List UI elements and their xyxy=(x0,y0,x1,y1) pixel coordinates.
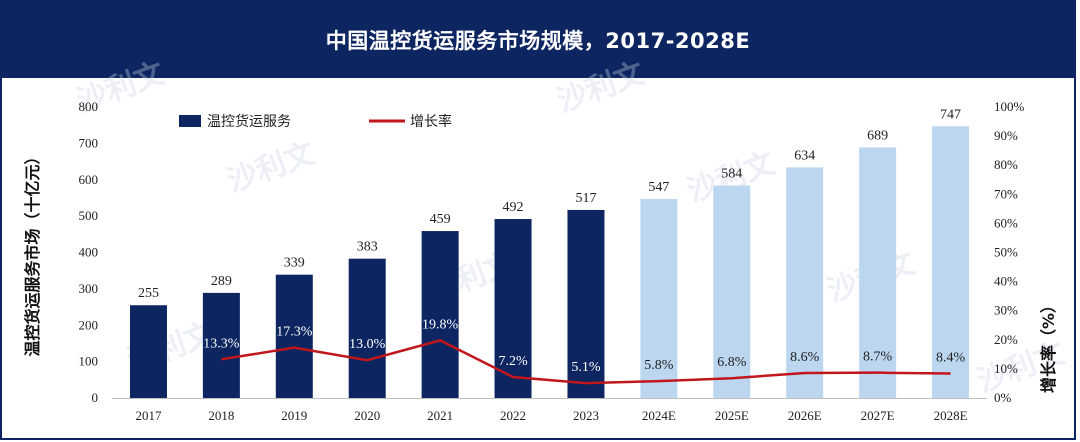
bar-value-label: 492 xyxy=(503,200,524,215)
growth-value-label: 8.6% xyxy=(790,350,820,365)
watermark-text: 沙利文 xyxy=(223,136,320,200)
y-tick-label: 100 xyxy=(79,354,99,369)
growth-value-label: 13.0% xyxy=(349,337,386,352)
bar-value-label: 289 xyxy=(211,274,232,289)
x-tick-label: 2025E xyxy=(715,408,749,423)
bar xyxy=(129,305,167,398)
x-tick-label: 2023 xyxy=(573,408,599,423)
y-tick-label: 600 xyxy=(79,172,99,187)
bar xyxy=(421,231,459,398)
chart-svg: 沙利文沙利文沙利文沙利文沙利文沙利文沙利文沙利文0100200300400500… xyxy=(23,56,1069,423)
bar xyxy=(275,274,313,398)
watermark-text: 沙利文 xyxy=(553,56,650,120)
growth-value-label: 13.3% xyxy=(203,336,240,351)
y2-tick-label: 10% xyxy=(994,361,1018,376)
bar xyxy=(786,167,824,398)
bar xyxy=(348,258,386,398)
x-tick-label: 2022 xyxy=(500,408,526,423)
growth-value-label: 8.7% xyxy=(863,350,893,365)
y-axis-title: 温控货运服务市场（十亿元） xyxy=(23,148,42,357)
x-tick-label: 2018 xyxy=(208,408,234,423)
bar-value-label: 255 xyxy=(138,286,159,301)
y-tick-label: 300 xyxy=(79,281,99,296)
bar-value-label: 584 xyxy=(721,167,742,182)
bar-value-label: 547 xyxy=(648,180,669,195)
y2-axis-title: 增长率（%） xyxy=(1039,297,1058,393)
y2-tick-label: 40% xyxy=(994,274,1018,289)
y2-tick-label: 30% xyxy=(994,303,1018,318)
bar-value-label: 517 xyxy=(575,191,596,206)
y-tick-label: 400 xyxy=(79,245,99,260)
bar xyxy=(494,219,532,398)
y-tick-label: 500 xyxy=(79,208,99,223)
bar xyxy=(932,126,970,398)
y2-tick-label: 90% xyxy=(994,128,1018,143)
growth-value-label: 19.8% xyxy=(422,317,459,332)
x-tick-label: 2026E xyxy=(788,408,822,423)
bar-value-label: 689 xyxy=(867,128,888,143)
y2-tick-label: 0% xyxy=(994,390,1012,405)
bar-value-label: 383 xyxy=(357,240,378,255)
y2-tick-label: 50% xyxy=(994,245,1018,260)
growth-value-label: 5.8% xyxy=(644,358,674,373)
growth-value-label: 5.1% xyxy=(571,360,601,375)
bar-value-label: 747 xyxy=(940,107,961,122)
bar-value-label: 634 xyxy=(794,148,815,163)
x-tick-label: 2019 xyxy=(281,408,307,423)
y2-tick-label: 80% xyxy=(994,157,1018,172)
bar-value-label: 339 xyxy=(284,256,305,271)
legend-line-label: 增长率 xyxy=(410,113,452,130)
growth-value-label: 6.8% xyxy=(717,355,747,370)
y-tick-label: 0 xyxy=(92,390,99,405)
growth-line xyxy=(221,339,951,385)
y-tick-label: 200 xyxy=(79,317,99,332)
x-tick-label: 2027E xyxy=(861,408,895,423)
y2-tick-label: 20% xyxy=(994,332,1018,347)
y2-tick-label: 60% xyxy=(994,215,1018,230)
growth-value-label: 17.3% xyxy=(276,325,313,340)
growth-value-label: 7.2% xyxy=(498,354,528,369)
y-tick-label: 800 xyxy=(79,99,99,114)
y2-tick-label: 100% xyxy=(994,99,1025,114)
chart-title: 中国温控货运服务市场规模，2017-2028E xyxy=(2,2,1074,78)
bar xyxy=(859,147,897,398)
bar xyxy=(567,209,605,398)
x-tick-label: 2017 xyxy=(135,408,162,423)
bar xyxy=(640,199,678,398)
y2-tick-label: 70% xyxy=(994,186,1018,201)
x-tick-label: 2020 xyxy=(354,408,380,423)
bar-value-label: 459 xyxy=(430,212,451,227)
bar xyxy=(202,292,240,398)
legend-bar-label: 温控货运服务 xyxy=(207,113,291,130)
legend-bar-swatch xyxy=(179,115,201,127)
y-tick-label: 700 xyxy=(79,135,99,150)
x-tick-label: 2024E xyxy=(642,408,676,423)
bar xyxy=(713,185,751,398)
growth-value-label: 8.4% xyxy=(936,351,966,366)
x-tick-label: 2021 xyxy=(427,408,453,423)
x-tick-label: 2028E xyxy=(934,408,968,423)
